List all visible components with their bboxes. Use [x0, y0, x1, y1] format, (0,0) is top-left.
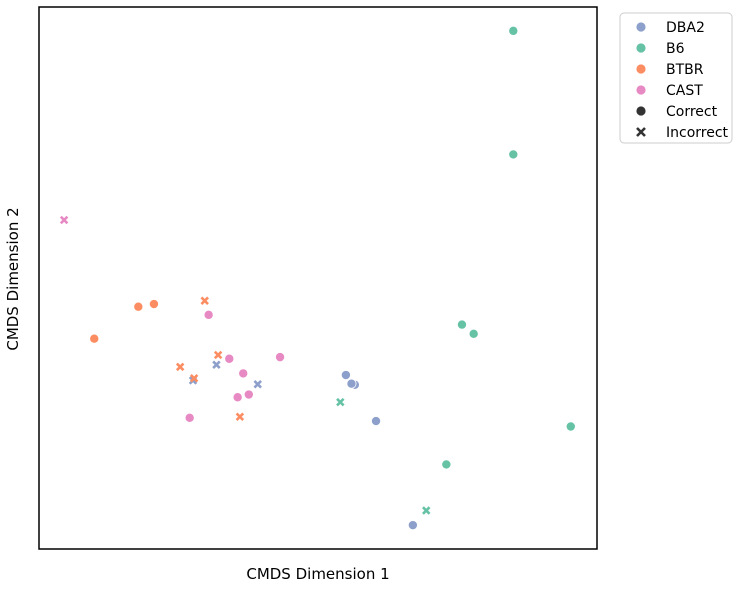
point-btbr-correct	[133, 301, 144, 312]
legend-box	[619, 12, 733, 144]
legend-marker-cast	[635, 84, 647, 96]
legend-label-dba2: DBA2	[666, 20, 705, 36]
point-cast-correct	[238, 368, 249, 379]
legend-marker-btbr	[635, 63, 647, 75]
x-axis-label: CMDS Dimension 1	[246, 565, 389, 583]
legend-marker-incorrect	[636, 127, 646, 137]
point-cast-correct	[203, 309, 214, 320]
legend-label-correct: Correct	[666, 104, 718, 120]
point-b6-correct	[508, 25, 519, 36]
legend-items: DBA2 B6 BTBR CAST Correct Incorrect	[635, 20, 729, 141]
point-cast-correct	[243, 389, 254, 400]
legend-marker-dba2	[635, 21, 647, 33]
point-dba2-correct	[371, 416, 382, 427]
point-cast-correct	[275, 352, 286, 363]
point-dba2-correct	[346, 378, 357, 389]
point-dba2-incorrect	[212, 360, 221, 369]
y-axis-label: CMDS Dimension 2	[4, 207, 22, 350]
legend: DBA2 B6 BTBR CAST Correct Incorrect	[619, 12, 733, 144]
point-b6-incorrect	[336, 397, 345, 407]
point-b6-incorrect	[422, 506, 431, 515]
point-dba2-correct	[340, 370, 351, 381]
point-b6-correct	[456, 319, 467, 330]
point-cast-correct	[232, 392, 243, 403]
point-dba2-incorrect	[253, 380, 262, 389]
plot-frame	[38, 6, 598, 550]
point-b6-correct	[565, 421, 576, 432]
point-btbr-incorrect	[175, 362, 185, 372]
point-btbr-incorrect	[189, 374, 199, 383]
legend-label-b6: B6	[666, 41, 685, 57]
point-btbr-incorrect	[235, 412, 245, 421]
point-b6-correct	[468, 328, 479, 339]
legend-marker-correct	[635, 105, 647, 117]
point-cast-correct	[224, 353, 235, 364]
point-dba2-correct	[407, 520, 418, 531]
legend-marker-b6	[635, 42, 647, 54]
point-b6-correct	[508, 149, 519, 160]
legend-label-cast: CAST	[666, 83, 703, 99]
point-btbr-correct	[89, 333, 100, 344]
legend-label-incorrect: Incorrect	[666, 125, 729, 141]
point-btbr-correct	[148, 299, 159, 310]
legend-label-btbr: BTBR	[666, 62, 704, 78]
point-btbr-incorrect	[200, 296, 209, 305]
point-b6-correct	[441, 459, 452, 470]
point-cast-correct	[184, 412, 195, 423]
point-btbr-incorrect	[213, 350, 223, 360]
points-layer	[59, 25, 576, 531]
point-cast-incorrect	[59, 215, 69, 225]
